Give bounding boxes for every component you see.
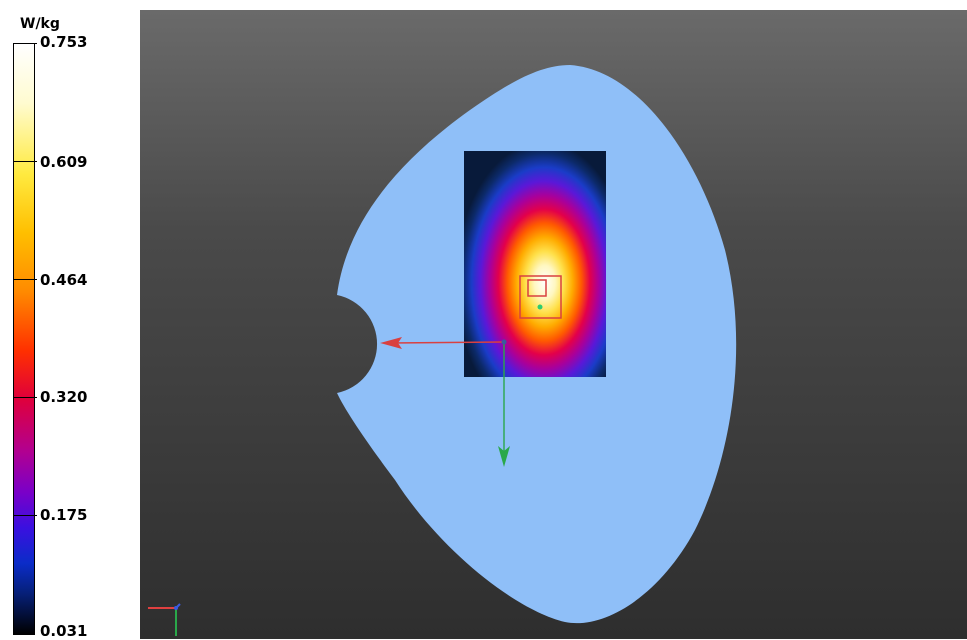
zoom-scan-inner-box [527, 279, 547, 297]
phantom-scene [148, 65, 737, 636]
axis-y-arrowhead [498, 446, 510, 467]
colorbar-tick [13, 397, 37, 398]
axis-x-arrowhead [380, 337, 402, 349]
colorbar-tick [13, 279, 37, 280]
colorbar-tick-label: 0.175 [40, 506, 88, 524]
orientation-triad-icon [148, 603, 181, 636]
colorbar-tick [13, 161, 37, 162]
3d-viewport[interactable] [140, 10, 967, 639]
colorbar-tick-label-min: 0.031 [40, 622, 88, 640]
sar-heatmap [464, 151, 606, 377]
colorbar-unit-label: W/kg [20, 16, 60, 32]
colorbar-tick-label: 0.609 [40, 153, 88, 171]
colorbar-legend: W/kg 0.753 0.609 0.464 0.320 0.175 0.031 [0, 0, 140, 639]
colorbar-tick-label: 0.464 [40, 271, 88, 289]
colorbar-tick-label: 0.320 [40, 388, 88, 406]
colorbar-tick [13, 515, 37, 516]
colorbar-tick-label-max: 0.753 [40, 33, 88, 51]
axis-x-line [389, 341, 505, 344]
colorbar-gradient [13, 43, 35, 635]
peak-point-marker [537, 304, 543, 310]
origin-marker [501, 339, 507, 345]
colorbar-tick [13, 43, 37, 44]
zoom-scan-outer-box [519, 275, 562, 319]
